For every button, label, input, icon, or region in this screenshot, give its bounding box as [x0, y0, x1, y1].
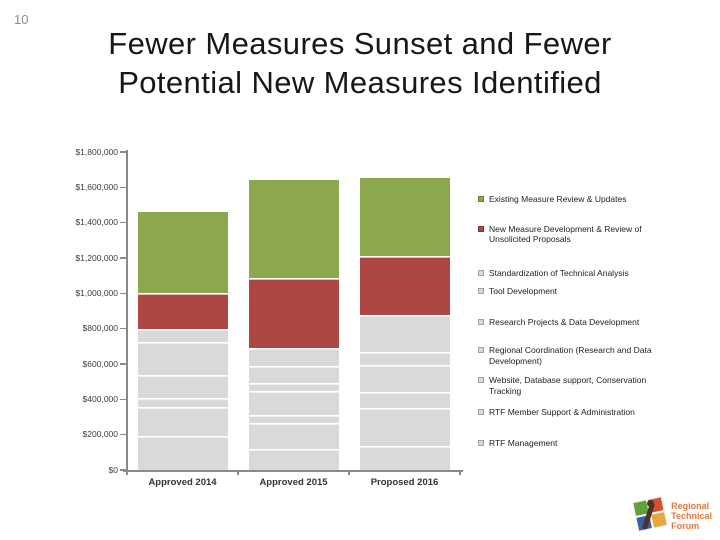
- x-tick-mark: [459, 470, 461, 475]
- y-tick-label: $1,600,000: [75, 182, 118, 193]
- x-axis-line: [123, 470, 463, 472]
- bar-segment: [359, 364, 450, 393]
- rtf-logo-icon: [633, 497, 667, 534]
- y-tick-mark: [120, 257, 126, 259]
- legend-item: New Measure Development & Review of Unso…: [478, 224, 710, 245]
- legend-item: Research Projects & Data Development: [478, 317, 710, 328]
- bar-segment: [248, 180, 339, 278]
- bar-segment: [248, 348, 339, 366]
- chart-legend: Existing Measure Review & Updates New Mea…: [478, 194, 710, 448]
- legend-label: RTF Member Support & Administration: [489, 407, 635, 417]
- bar-segment: [359, 256, 450, 315]
- stacked-bar-approved-2014: [137, 212, 228, 470]
- logo-text-line: Technical: [671, 511, 712, 521]
- legend-item: Tool Development: [478, 286, 710, 297]
- slide-number: 10: [14, 12, 29, 27]
- y-tick-mark: [120, 292, 126, 295]
- bar-segment: [137, 341, 228, 375]
- bar-segment: [248, 448, 339, 470]
- x-tick-mark: [126, 470, 128, 475]
- bar-segment: [359, 314, 450, 352]
- y-tick-mark: [120, 186, 126, 189]
- bar-segment: [137, 374, 228, 398]
- stacked-bar-approved-2015: [248, 180, 339, 470]
- bar-segment: [359, 177, 450, 257]
- legend-color-swatch: [478, 347, 484, 353]
- bar-segment: [137, 328, 228, 342]
- legend-label: Existing Measure Review & Updates: [489, 194, 627, 204]
- legend-item: Regional Coordination (Research and Data…: [478, 345, 710, 366]
- legend-item: Existing Measure Review & Updates: [478, 194, 710, 205]
- legend-item: RTF Member Support & Administration: [478, 407, 710, 418]
- y-tick-label: $1,000,000: [75, 288, 118, 299]
- bar-segment: [248, 365, 339, 384]
- legend-label: New Measure Development & Review of Unso…: [489, 223, 642, 245]
- legend-label: Website, Database support, Conservation …: [489, 375, 647, 396]
- y-tick-label: $0: [108, 464, 118, 475]
- legend-label: Regional Coordination (Research and Data…: [489, 345, 652, 366]
- legend-color-swatch: [478, 439, 484, 446]
- slide-title-line-2: Potential New Measures Identified: [118, 65, 602, 100]
- y-tick-label: $800,000: [82, 323, 118, 334]
- logo-quadrant: [651, 512, 667, 528]
- y-tick-label: $200,000: [82, 429, 118, 440]
- legend-label: Standardization of Technical Analysis: [489, 267, 629, 278]
- bar-segment: [137, 212, 228, 294]
- bar-segment: [248, 423, 339, 449]
- logo-text-line: Forum: [671, 521, 700, 531]
- legend-label: Research Projects & Data Development: [489, 316, 640, 327]
- bar-segment: [248, 415, 339, 424]
- bar-segment: [137, 407, 228, 437]
- x-category-label: Approved 2014: [148, 477, 217, 488]
- y-tick-label: $1,400,000: [75, 217, 118, 228]
- x-category-label: Proposed 2016: [370, 477, 439, 488]
- legend-item: RTF Management: [478, 438, 710, 449]
- y-tick-mark: [120, 433, 126, 436]
- legend-color-swatch: [478, 288, 484, 294]
- x-tick-mark: [348, 470, 350, 475]
- legend-color-swatch: [478, 196, 484, 202]
- bar-segment: [137, 397, 228, 408]
- bar-segment: [248, 277, 339, 349]
- bar-segment: [359, 351, 450, 365]
- y-tick-label: $400,000: [82, 394, 118, 405]
- bar-segment: [359, 392, 450, 409]
- y-tick-mark: [120, 363, 126, 365]
- legend-color-swatch: [478, 377, 484, 383]
- legend-item: Website, Database support, Conservation …: [478, 375, 710, 396]
- bar-segment: [137, 293, 228, 329]
- y-tick-label: $1,200,000: [75, 252, 118, 263]
- y-tick-mark: [120, 398, 126, 401]
- stacked-bar-proposed-2016: [359, 177, 450, 470]
- bar-segment: [248, 390, 339, 416]
- y-tick-mark: [120, 151, 126, 153]
- bar-segment: [137, 436, 228, 470]
- slide-title: Fewer Measures Sunset and Fewer Potentia…: [40, 24, 680, 102]
- legend-item: Standardization of Technical Analysis: [478, 268, 710, 279]
- rtf-logo-text: Regional Technical Forum: [671, 501, 712, 531]
- y-tick-label: $600,000: [82, 358, 118, 369]
- bar-segment: [359, 446, 450, 470]
- logo-text-line: Regional: [671, 501, 710, 511]
- y-tick-mark: [120, 221, 126, 224]
- slide-title-line-1: Fewer Measures Sunset and Fewer: [108, 26, 612, 61]
- bar-segment: [248, 383, 339, 391]
- x-tick-mark: [237, 470, 239, 475]
- legend-color-swatch: [478, 409, 484, 415]
- y-axis-line: [125, 150, 128, 472]
- legend-color-swatch: [478, 318, 484, 325]
- y-tick-mark: [120, 327, 126, 330]
- legend-label: Tool Development: [489, 286, 558, 296]
- bar-segment: [359, 408, 450, 447]
- y-tick-label: $1,800,000: [75, 146, 118, 157]
- legend-color-swatch: [478, 225, 484, 232]
- x-category-label: Approved 2015: [259, 477, 328, 488]
- y-tick-mark: [120, 469, 126, 471]
- rtf-logo: Regional Technical Forum: [633, 497, 712, 534]
- legend-label: RTF Management: [489, 437, 558, 448]
- legend-color-swatch: [478, 269, 484, 276]
